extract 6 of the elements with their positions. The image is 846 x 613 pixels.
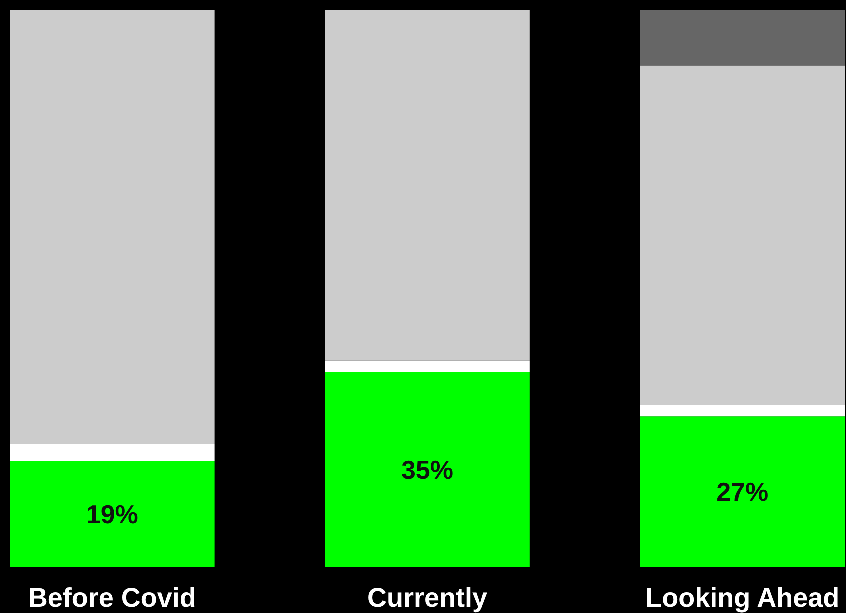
data-label: 35% — [401, 454, 454, 485]
data-label: 27% — [716, 477, 769, 508]
data-label: 19% — [86, 499, 138, 530]
x-tick-label: Before Covid — [28, 583, 196, 613]
x-tick-label: Looking Ahead — [646, 583, 840, 613]
x-tick-label: Currently — [367, 583, 488, 613]
